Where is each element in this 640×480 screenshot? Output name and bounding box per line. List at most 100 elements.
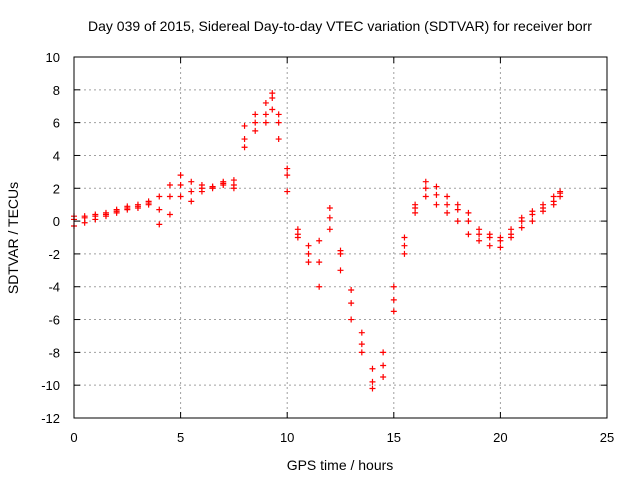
data-point — [124, 204, 131, 211]
data-point — [252, 119, 259, 126]
y-tick-label: 10 — [46, 50, 60, 65]
data-point — [326, 226, 333, 233]
data-point — [369, 385, 376, 392]
y-tick-label: 2 — [53, 181, 60, 196]
data-point — [145, 200, 152, 207]
data-point — [401, 234, 408, 241]
x-tick-label: 10 — [280, 430, 294, 445]
data-point — [316, 237, 323, 244]
data-point — [269, 95, 276, 102]
data-point — [305, 242, 312, 249]
data-point — [497, 234, 504, 241]
data-point — [390, 296, 397, 303]
y-tick-label: -6 — [48, 313, 60, 328]
y-tick-label: -4 — [48, 280, 60, 295]
data-point — [380, 362, 387, 369]
data-point — [102, 211, 109, 218]
data-point — [433, 191, 440, 198]
data-point — [284, 188, 291, 195]
y-tick-label: -8 — [48, 345, 60, 360]
data-point — [166, 193, 173, 200]
data-point — [177, 181, 184, 188]
data-point — [465, 218, 472, 225]
data-point — [465, 209, 472, 216]
data-point — [337, 247, 344, 254]
data-point — [348, 287, 355, 294]
data-point — [508, 226, 515, 233]
data-point — [401, 250, 408, 257]
y-tick-label: -2 — [48, 247, 60, 262]
x-tick-label: 5 — [177, 430, 184, 445]
data-point — [358, 349, 365, 356]
x-tick-label: 25 — [600, 430, 614, 445]
data-point — [358, 329, 365, 336]
data-point — [241, 144, 248, 151]
data-point — [156, 193, 163, 200]
data-point — [275, 136, 282, 143]
data-point — [275, 111, 282, 118]
data-point — [156, 206, 163, 213]
data-point — [92, 213, 99, 220]
data-point — [412, 204, 419, 211]
data-point — [275, 119, 282, 126]
data-point — [262, 111, 269, 118]
data-point — [209, 183, 216, 190]
y-tick-label: 6 — [53, 116, 60, 131]
data-point — [241, 136, 248, 143]
grid — [74, 57, 607, 418]
x-tick-label: 20 — [493, 430, 507, 445]
y-tick-label: 4 — [53, 148, 60, 163]
data-point — [188, 198, 195, 205]
data-point — [177, 172, 184, 179]
data-point — [369, 378, 376, 385]
data-point — [252, 111, 259, 118]
data-point — [369, 365, 376, 372]
data-point — [337, 267, 344, 274]
data-point — [230, 181, 237, 188]
data-point — [113, 208, 120, 215]
data-point — [316, 259, 323, 266]
data-point — [476, 237, 483, 244]
data-point — [518, 214, 525, 221]
data-point — [326, 204, 333, 211]
x-tick-label: 0 — [70, 430, 77, 445]
data-point — [497, 244, 504, 251]
data-point — [518, 224, 525, 231]
data-point — [380, 349, 387, 356]
data-point — [156, 221, 163, 228]
data-point — [262, 119, 269, 126]
data-point — [305, 250, 312, 257]
data-point — [316, 283, 323, 290]
data-point — [252, 127, 259, 134]
data-point — [241, 122, 248, 129]
data-point — [401, 242, 408, 249]
data-point — [198, 185, 205, 192]
data-point — [284, 172, 291, 179]
data-point — [81, 214, 88, 221]
data-point — [422, 193, 429, 200]
data-point — [380, 373, 387, 380]
data-point — [177, 193, 184, 200]
data-point — [444, 193, 451, 200]
axis-ticks: 0 5 10 15 20 25 -12 -10 -8 -6 -4 -2 0 2 4 6 8 10 — [41, 50, 614, 445]
data-point — [166, 181, 173, 188]
data-point — [454, 206, 461, 213]
data-point — [508, 234, 515, 241]
data-point — [305, 259, 312, 266]
data-point — [166, 211, 173, 218]
data-point — [444, 209, 451, 216]
data-point — [444, 201, 451, 208]
data-point — [433, 201, 440, 208]
data-point — [422, 178, 429, 185]
data-point — [476, 226, 483, 233]
y-axis-label: SDTVAR / TECUs — [5, 182, 21, 294]
data-point — [188, 188, 195, 195]
y-tick-label: -10 — [41, 378, 60, 393]
plot-frame — [73, 56, 608, 419]
data-point — [550, 198, 557, 205]
data-point — [557, 190, 564, 197]
data-point — [348, 300, 355, 307]
y-tick-label: 0 — [53, 214, 60, 229]
x-axis-label: GPS time / hours — [287, 457, 394, 473]
data-point — [433, 183, 440, 190]
